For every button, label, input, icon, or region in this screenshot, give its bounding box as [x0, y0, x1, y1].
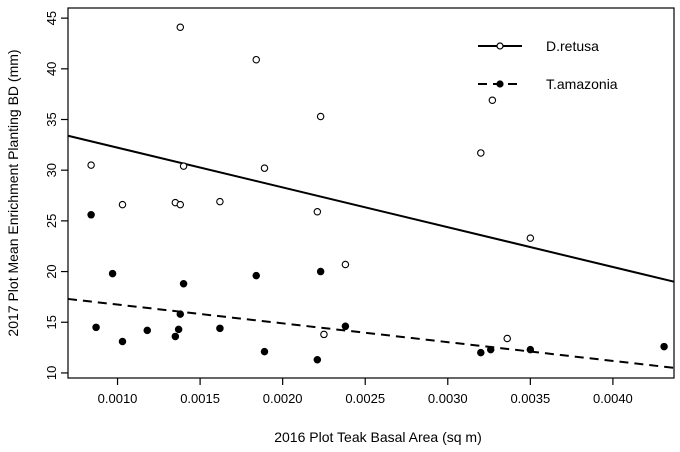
- x-axis-label: 2016 Plot Teak Basal Area (sq m): [274, 429, 482, 445]
- data-point-d-retusa: [341, 260, 350, 269]
- legend-entry-t-amazonia: T.amazonia: [478, 76, 618, 92]
- y-axis-label: 2017 Plot Mean Enrichment Planting BD (m…: [5, 49, 21, 336]
- legend-marker-d-retusa: [496, 42, 504, 50]
- data-point-d-retusa: [87, 161, 95, 169]
- data-point-t-amazonia: [526, 345, 535, 354]
- data-point-d-retusa: [320, 330, 328, 339]
- x-axis: 0.0010 0.0015 0.0020 0.0025 0.0030 0.0035 0.00…: [98, 378, 633, 406]
- data-point-d-retusa: [216, 197, 224, 206]
- data-point-t-amazonia: [143, 326, 152, 335]
- trend-lines: [67, 134, 675, 369]
- data-point-t-amazonia: [87, 211, 95, 219]
- data-point-d-retusa: [176, 200, 185, 209]
- data-point-t-amazonia: [179, 279, 188, 288]
- y-tick-label: 25: [44, 214, 59, 228]
- data-point-t-amazonia: [477, 348, 485, 357]
- legend-marker-t-amazonia: [496, 80, 504, 88]
- y-tick-label: 20: [44, 264, 59, 278]
- data-point-t-amazonia: [171, 332, 180, 341]
- y-axis: 10 15 20 25 30 35 40 45: [44, 11, 68, 380]
- data-point-t-amazonia: [108, 269, 117, 278]
- trend-line-d-retusa: [67, 134, 675, 283]
- x-tick-label: 0.0015: [180, 391, 220, 406]
- data-point-d-retusa: [118, 200, 127, 209]
- data-point-d-retusa: [316, 112, 325, 121]
- data-point-t-amazonia: [174, 325, 183, 334]
- data-point-t-amazonia: [341, 322, 350, 331]
- data-point-t-amazonia: [486, 345, 495, 354]
- data-point-d-retusa: [526, 234, 535, 242]
- data-point-d-retusa: [313, 208, 322, 216]
- x-tick-label: 0.0040: [593, 391, 633, 406]
- plot-frame: [67, 7, 675, 379]
- data-point-d-retusa: [488, 96, 497, 104]
- data-points: [87, 23, 668, 364]
- data-point-t-amazonia: [316, 267, 325, 276]
- data-point-t-amazonia: [252, 271, 260, 280]
- data-point-t-amazonia: [176, 310, 185, 318]
- data-point-d-retusa: [503, 334, 511, 343]
- data-point-t-amazonia: [216, 324, 224, 333]
- y-tick-label: 10: [44, 366, 59, 380]
- data-point-d-retusa: [252, 55, 260, 64]
- data-point-t-amazonia: [92, 323, 100, 332]
- x-tick-label: 0.0020: [263, 391, 303, 406]
- data-point-t-amazonia: [660, 342, 668, 351]
- data-point-t-amazonia: [260, 347, 269, 356]
- data-point-d-retusa: [179, 162, 188, 170]
- y-tick-label: 35: [44, 112, 59, 126]
- trend-line-t-amazonia: [67, 297, 675, 369]
- data-point-d-retusa: [260, 164, 269, 172]
- x-tick-label: 0.0035: [510, 391, 550, 406]
- legend-label-d-retusa: D.retusa: [546, 38, 599, 54]
- data-point-t-amazonia: [313, 356, 322, 364]
- x-tick-label: 0.0030: [428, 391, 468, 406]
- y-tick-label: 40: [44, 62, 59, 76]
- y-tick-label: 30: [44, 163, 59, 177]
- x-tick-label: 0.0010: [98, 391, 138, 406]
- data-point-d-retusa: [176, 23, 185, 32]
- y-tick-label: 45: [44, 11, 59, 25]
- x-tick-label: 0.0025: [345, 391, 385, 406]
- legend: D.retusa T.amazonia: [478, 38, 618, 92]
- data-point-t-amazonia: [118, 337, 127, 346]
- data-point-d-retusa: [477, 149, 485, 157]
- legend-entry-d-retusa: D.retusa: [478, 38, 599, 54]
- y-tick-label: 15: [44, 315, 59, 329]
- legend-label-t-amazonia: T.amazonia: [546, 76, 618, 92]
